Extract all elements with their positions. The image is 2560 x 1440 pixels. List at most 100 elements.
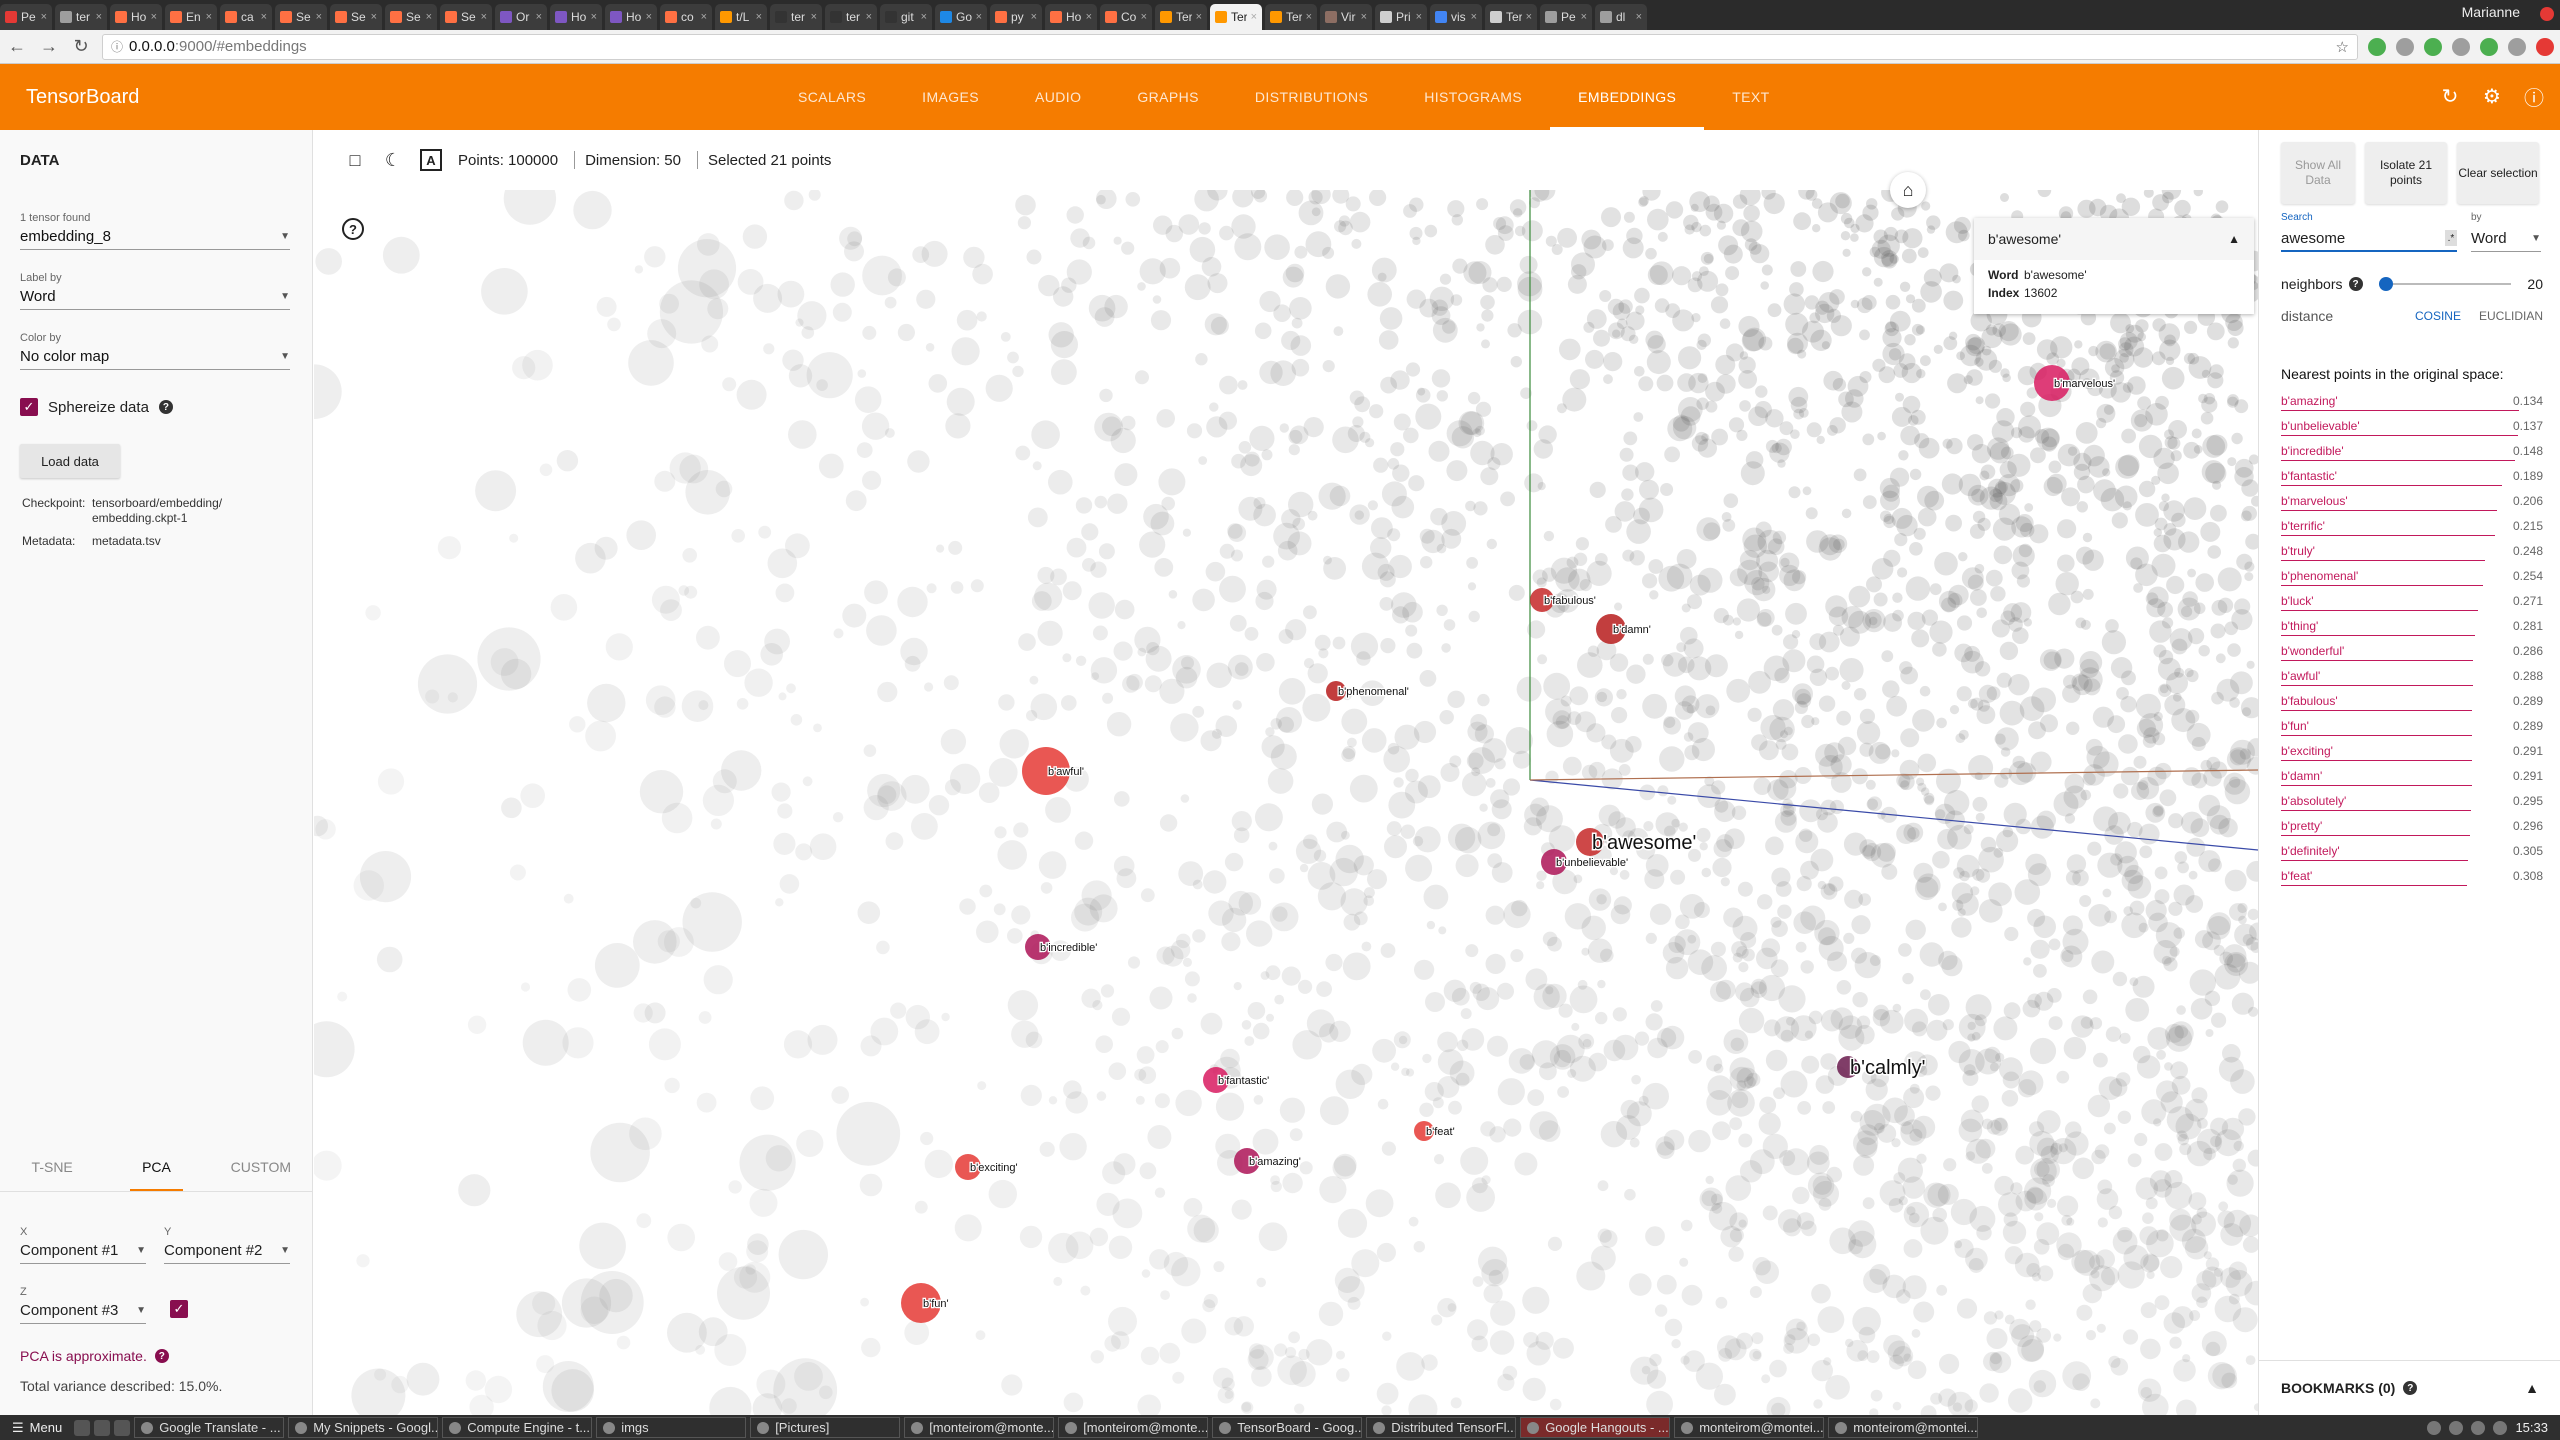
browser-tab[interactable]: dl × [1595, 4, 1647, 30]
selected-point[interactable] [901, 1283, 941, 1323]
nearest-item[interactable]: b'fabulous' 0.289 [2281, 688, 2543, 713]
selected-point[interactable] [2034, 365, 2070, 401]
close-icon[interactable]: × [260, 11, 267, 23]
browser-tab[interactable]: vis × [1430, 4, 1482, 30]
y-component-select[interactable]: Y Component #2 ▼ [164, 1226, 290, 1264]
close-icon[interactable]: × [315, 11, 322, 23]
search-input[interactable]: awesome .* [2281, 226, 2457, 252]
close-icon[interactable]: × [150, 11, 157, 23]
close-icon[interactable]: × [370, 11, 377, 23]
selection-box-icon[interactable]: □ [349, 149, 361, 170]
selected-point[interactable] [1837, 1056, 1859, 1078]
quicklaunch-icon[interactable] [74, 1419, 91, 1436]
tab-custom[interactable]: CUSTOM [230, 1158, 292, 1175]
bookmark-star-icon[interactable]: ☆ [2335, 38, 2349, 56]
clear-selection-button[interactable]: Clear selection [2457, 142, 2539, 204]
close-icon[interactable]: × [1415, 11, 1422, 23]
help-icon[interactable]: ? [2403, 1381, 2418, 1395]
reload-icon[interactable]: ↻ [73, 36, 89, 56]
browser-tab[interactable]: Ter × [1210, 4, 1262, 30]
taskbar-window-item[interactable]: [monteirom@monte... [1058, 1417, 1209, 1438]
extension-icon[interactable] [2508, 37, 2526, 56]
distance-cosine-option[interactable]: COSINE [2414, 309, 2461, 323]
taskbar-window-item[interactable]: imgs [596, 1417, 747, 1438]
chevron-up-icon[interactable]: ▲ [2228, 232, 2240, 246]
browser-tab[interactable]: Co × [1100, 4, 1152, 30]
nearest-item[interactable]: b'thing' 0.281 [2281, 613, 2543, 638]
browser-tab[interactable]: Ter × [1155, 4, 1207, 30]
taskbar-window-item[interactable]: My Snippets - Googl... [288, 1417, 439, 1438]
tray-icon[interactable] [2493, 1420, 2508, 1435]
tab-text[interactable]: TEXT [1732, 89, 1770, 105]
selected-point[interactable] [1414, 1121, 1434, 1141]
browser-tab[interactable]: En × [165, 4, 217, 30]
browser-tab[interactable]: Ho × [110, 4, 162, 30]
extension-icon[interactable] [2480, 37, 2498, 56]
nearest-item[interactable]: b'feat' 0.308 [2281, 863, 2543, 888]
close-icon[interactable]: × [1195, 11, 1202, 23]
nearest-item[interactable]: b'exciting' 0.291 [2281, 738, 2543, 763]
window-close-icon[interactable] [2540, 7, 2554, 21]
close-icon[interactable]: × [1305, 11, 1312, 23]
close-icon[interactable]: × [810, 11, 817, 23]
home-reset-icon[interactable]: ⌂ [1890, 172, 1926, 208]
taskbar-window-item[interactable]: [Pictures] [750, 1417, 901, 1438]
browser-tab[interactable]: co × [660, 4, 712, 30]
browser-tab[interactable]: Ho × [550, 4, 602, 30]
nearest-item[interactable]: b'marvelous' 0.206 [2281, 488, 2543, 513]
show-all-data-button[interactable]: Show All Data [2281, 142, 2355, 204]
nearest-item[interactable]: b'fun' 0.289 [2281, 713, 2543, 738]
taskbar-window-item[interactable]: Google Translate - ... [134, 1417, 285, 1438]
taskbar-window-item[interactable]: Google Hangouts - ... [1520, 1417, 1671, 1438]
tab-graphs[interactable]: GRAPHS [1137, 89, 1199, 105]
taskbar-window-item[interactable]: Distributed TensorFl... [1366, 1417, 1517, 1438]
close-icon[interactable]: × [205, 11, 212, 23]
tab-histograms[interactable]: HISTOGRAMS [1424, 89, 1523, 105]
selected-point[interactable] [1530, 588, 1554, 612]
close-icon[interactable]: × [1635, 11, 1642, 23]
settings-icon[interactable]: ⚙ [2483, 85, 2501, 108]
close-icon[interactable]: × [95, 11, 102, 23]
embedding-point-cloud[interactable] [314, 190, 2258, 1415]
close-icon[interactable]: × [700, 11, 707, 23]
browser-tab[interactable]: py × [990, 4, 1042, 30]
browser-tab[interactable]: Se × [385, 4, 437, 30]
close-icon[interactable]: × [1360, 11, 1367, 23]
browser-tab[interactable]: Ter × [1265, 4, 1317, 30]
close-icon[interactable]: × [1085, 11, 1092, 23]
browser-tab[interactable]: ca × [220, 4, 272, 30]
browser-tab[interactable]: Ter × [1485, 4, 1537, 30]
taskbar-window-item[interactable]: monteirom@montei... [1674, 1417, 1825, 1438]
search-by-select[interactable]: Word ▼ [2471, 226, 2541, 252]
extension-icon[interactable] [2452, 37, 2470, 56]
nearest-item[interactable]: b'terrific' 0.215 [2281, 513, 2543, 538]
close-icon[interactable]: × [1030, 11, 1037, 23]
nearest-item[interactable]: b'wonderful' 0.286 [2281, 638, 2543, 663]
back-icon[interactable]: ← [8, 36, 26, 56]
close-icon[interactable]: × [1470, 11, 1477, 23]
close-icon[interactable]: × [865, 11, 872, 23]
slider-knob[interactable] [2378, 277, 2393, 291]
help-icon[interactable]: ? [158, 400, 173, 414]
tab-distributions[interactable]: DISTRIBUTIONS [1254, 89, 1369, 105]
browser-tab[interactable]: Or × [495, 4, 547, 30]
nearest-item[interactable]: b'unbelievable' 0.137 [2281, 413, 2543, 438]
close-icon[interactable]: × [1525, 11, 1532, 23]
selected-point[interactable] [955, 1154, 981, 1180]
close-icon[interactable]: × [535, 11, 542, 23]
extension-icon[interactable] [2396, 37, 2414, 56]
tray-icon[interactable] [2449, 1420, 2464, 1435]
address-bar[interactable]: ⓘ 0.0.0.0:9000/#embeddings ☆ [102, 33, 2358, 60]
help-icon[interactable]: ? [154, 1349, 169, 1363]
selected-point[interactable] [1022, 747, 1070, 795]
help-icon[interactable]: ⓘ [2524, 87, 2544, 110]
nearest-item[interactable]: b'amazing' 0.134 [2281, 388, 2543, 413]
tab-pca[interactable]: PCA [104, 1142, 208, 1191]
browser-tab[interactable]: Pri × [1375, 4, 1427, 30]
close-icon[interactable]: × [920, 11, 927, 23]
close-icon[interactable]: × [645, 11, 652, 23]
selected-point[interactable] [1025, 934, 1051, 960]
help-icon[interactable]: ? [342, 218, 364, 240]
nearest-item[interactable]: b'fantastic' 0.189 [2281, 463, 2543, 488]
tray-icon[interactable] [2427, 1420, 2442, 1435]
